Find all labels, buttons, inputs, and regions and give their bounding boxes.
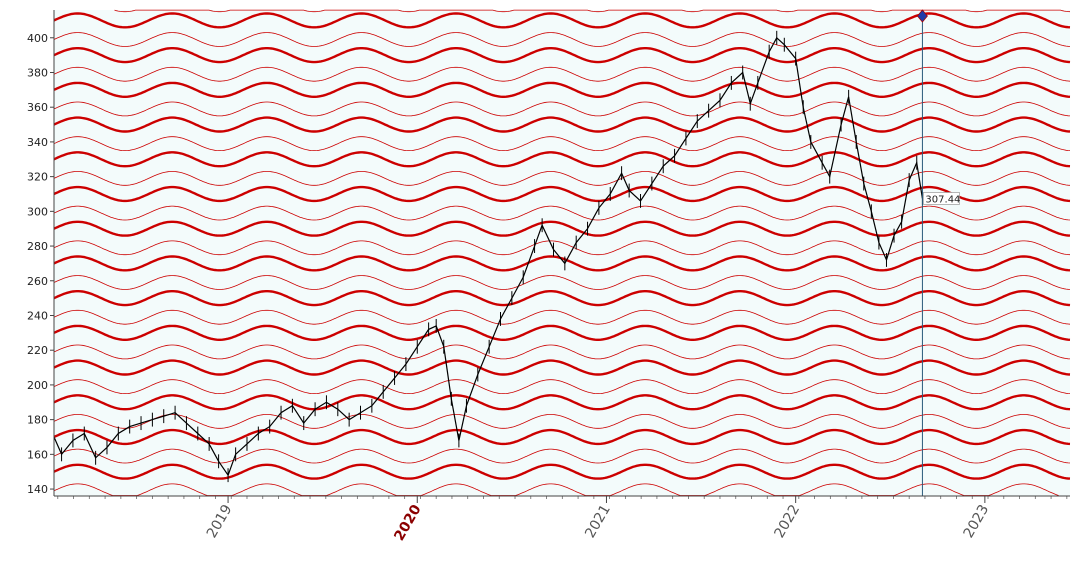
y-tick-label: 160 bbox=[27, 448, 48, 461]
y-tick-label: 300 bbox=[27, 205, 48, 218]
cursor-label-box bbox=[923, 192, 960, 205]
wave-line bbox=[53, 12, 1071, 29]
wave-line bbox=[53, 290, 1071, 307]
wave-line bbox=[53, 394, 1071, 411]
wave-line bbox=[53, 240, 1071, 256]
price-line bbox=[53, 36, 923, 477]
y-tick-label: 260 bbox=[27, 275, 48, 288]
y-axis: 140 160 180 200 220 240 260 280 300 320 340 360 380 4… bbox=[27, 32, 54, 496]
y-tick-label: 400 bbox=[27, 32, 48, 45]
wave-line bbox=[53, 324, 1071, 341]
y-tick-label: 220 bbox=[27, 344, 48, 357]
cursor-marker[interactable] bbox=[916, 9, 928, 23]
wave-line bbox=[53, 344, 1071, 360]
wave-line bbox=[53, 275, 1071, 290]
cursor[interactable]: 307.44 bbox=[916, 9, 960, 496]
x-tick-label: 2020 bbox=[391, 502, 424, 544]
x-tick-label: 2023 bbox=[961, 502, 993, 541]
y-tick-label: 320 bbox=[27, 171, 48, 184]
wave-line bbox=[53, 81, 1071, 98]
y-tick-label: 280 bbox=[27, 240, 48, 253]
wave-line bbox=[53, 379, 1071, 394]
wave-line bbox=[53, 47, 1071, 64]
x-tick-label: 2021 bbox=[582, 502, 614, 541]
y-tick-label: 360 bbox=[27, 101, 48, 114]
wave-line bbox=[53, 309, 1071, 325]
wave-line bbox=[53, 171, 1071, 186]
wave-line bbox=[53, 414, 1071, 429]
y-tick-label: 380 bbox=[27, 66, 48, 79]
wave-line bbox=[53, 32, 1071, 47]
wave-line bbox=[53, 185, 1071, 203]
wave-line bbox=[114, 9, 1071, 13]
y-tick-label: 240 bbox=[27, 309, 48, 322]
price-series bbox=[53, 30, 923, 483]
wave-line bbox=[53, 428, 1071, 446]
y-tick-label: 340 bbox=[27, 136, 48, 149]
plot-background bbox=[54, 10, 1070, 496]
y-tick-label: 140 bbox=[27, 483, 48, 496]
x-tick-label: 2019 bbox=[204, 502, 236, 541]
cursor-label: 307.44 bbox=[925, 194, 960, 205]
wave-line bbox=[53, 101, 1071, 117]
wave-line bbox=[53, 483, 1059, 496]
wave-line bbox=[53, 359, 1071, 376]
wave-line bbox=[53, 151, 1071, 168]
wave-line bbox=[53, 116, 1071, 133]
wave-lines bbox=[53, 9, 1071, 496]
wave-line bbox=[53, 255, 1071, 272]
wave-line bbox=[53, 448, 1071, 464]
wave-line bbox=[53, 136, 1071, 151]
wave-line bbox=[53, 66, 1071, 82]
x-tick-label: 2022 bbox=[771, 502, 803, 541]
x-axis: 2019 2020 2021 2022 2023 bbox=[57, 496, 1068, 544]
wave-line bbox=[53, 463, 1071, 480]
wave-line bbox=[53, 205, 1071, 221]
y-tick-label: 180 bbox=[27, 414, 48, 427]
y-tick-label: 200 bbox=[27, 379, 48, 392]
wave-line bbox=[53, 220, 1071, 237]
